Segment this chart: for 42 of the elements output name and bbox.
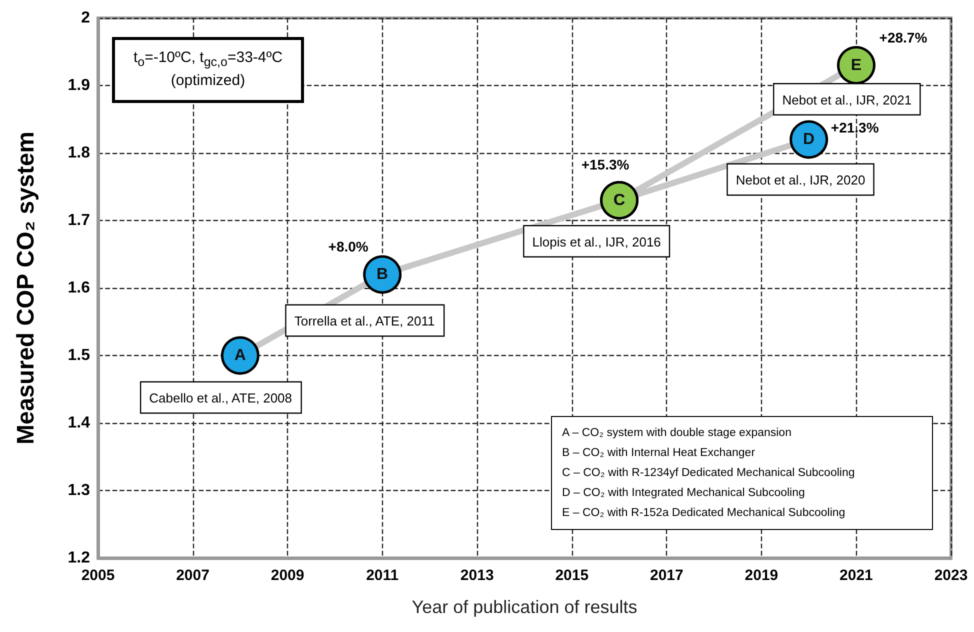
y-tick-label: 1.8	[68, 144, 90, 162]
y-tick-label: 1.2	[68, 550, 90, 566]
annotation: E – CO₂ with R-152a Dedicated Mechanical Subcooling	[562, 506, 846, 521]
x-tick-label: 2013	[460, 567, 494, 584]
annotation: Cabello et al., ATE, 2008	[149, 390, 292, 406]
annotation: t$_{o}$=-10ºC, t$_{gc,o}$=33-4ºC (optimized)	[132, 48, 284, 92]
x-tick-label: 2009	[270, 567, 304, 584]
y-tick-label: 2	[81, 10, 90, 26]
annotation: C	[613, 192, 626, 209]
annotation: +8.0%	[328, 238, 369, 254]
y-tick-label: 1.7	[68, 212, 90, 229]
y-tick-label: 1.3	[68, 482, 90, 499]
annotation: D	[803, 131, 815, 148]
y-axis-title: Measured COP CO₂ system	[12, 131, 40, 445]
annotation: D – CO₂ with Integrated Mechanical Subcooling	[562, 486, 806, 501]
annotation: Llopis et al., IJR, 2016	[532, 234, 661, 250]
x-tick-label: 2015	[555, 567, 589, 584]
annotation: A – CO₂ system with double stage expansion	[562, 426, 792, 441]
annotation: +28.7%	[879, 29, 928, 46]
x-tick-label: 2021	[840, 567, 873, 584]
y-tick-label: 1.9	[68, 77, 90, 94]
x-tick-label: 2007	[176, 567, 210, 584]
annotation: A	[234, 347, 246, 364]
x-tick-label: 2011	[366, 567, 399, 584]
annotation: B – CO₂ with Internal Heat Exchanger	[562, 446, 756, 461]
y-tick-label: 1.6	[68, 280, 90, 296]
annotation: Nebot et al., IJR, 2020	[736, 172, 866, 188]
annotation: C – CO₂ with R-1234yf Dedicated Mechanical Subcooling	[562, 466, 856, 481]
x-axis-title: Year of publication of results	[412, 597, 638, 617]
annotation: +21.3%	[830, 120, 880, 136]
x-tick-label: 2017	[650, 567, 684, 584]
x-tick-label: 2005	[81, 567, 115, 584]
annotation: B	[376, 266, 388, 283]
annotation: Torrella et al., ATE, 2011	[294, 314, 435, 328]
y-tick-label: 1.4	[68, 414, 90, 432]
y-tick-label: 1.5	[68, 347, 90, 364]
annotation: E	[850, 56, 862, 74]
x-tick-label: 2023	[934, 567, 968, 584]
x-tick-label: 2019	[744, 567, 778, 584]
annotation: Nebot et al., IJR, 2021	[782, 92, 912, 108]
annotation: +15.3%	[581, 156, 630, 172]
text-box: t$_{o}$=-10ºC, t$_{gc,o}$=33-4ºC (optimized)	[112, 37, 304, 103]
